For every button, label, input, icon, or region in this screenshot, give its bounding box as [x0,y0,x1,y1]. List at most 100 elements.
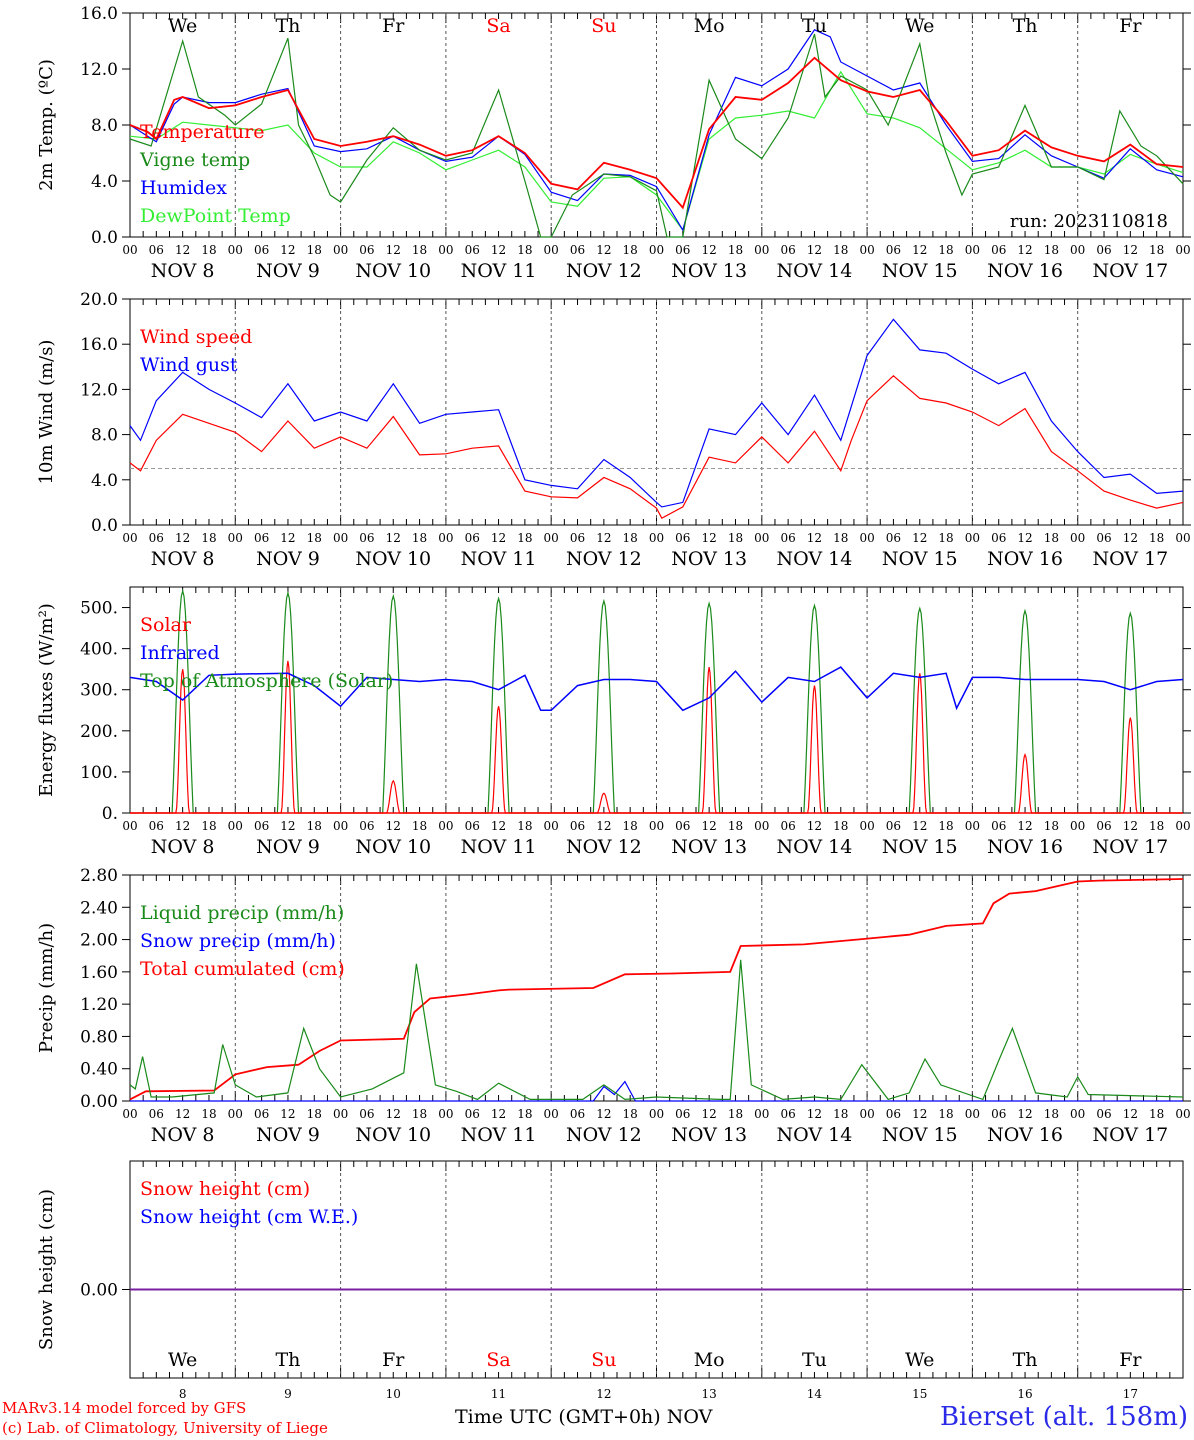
hour-tick-label: 18 [201,819,216,833]
date-label: NOV 17 [1092,260,1168,282]
date-label: NOV 13 [671,836,747,858]
toa-solar-line [445,596,552,814]
date-label: NOV 17 [1092,548,1168,570]
hour-tick-label: 00 [859,1107,874,1121]
hour-tick-label: 00 [649,531,664,545]
hour-tick-label: 12 [912,243,927,257]
hour-tick-label: 06 [886,531,901,545]
date-label: NOV 16 [987,548,1063,570]
y-tick-label: 0.0 [91,228,118,248]
date-label: NOV 12 [566,260,642,282]
hour-tick-label: 12 [175,243,190,257]
hour-tick-label: 00 [438,819,453,833]
hour-tick-label: 00 [544,1107,559,1121]
hour-tick-label: 06 [991,531,1006,545]
y-axis-title: 2m Temp. (ºC) [36,59,57,191]
date-label: NOV 11 [461,548,537,570]
hour-tick-label: 00 [649,1107,664,1121]
weekday-label: Su [591,1349,616,1371]
solar-line [445,706,552,814]
hour-tick-label: 18 [1044,243,1059,257]
hour-tick-label: 00 [965,819,980,833]
legend-entry: Total cumulated (cm) [140,958,345,980]
y-axis-2: 0. 100. 200. 300. 400. 500. Energy fluxes (W/m… [36,599,1191,824]
hour-tick-label: 12 [702,819,717,833]
hour-tick-label: 00 [754,1107,769,1121]
date-number: 10 [386,1387,401,1401]
y-tick-label: 2.80 [80,866,118,886]
y-tick-label: 16.0 [80,4,118,24]
station-name: Bierset (alt. 158m) [939,1402,1188,1432]
hour-tick-label: 00 [438,531,453,545]
date-label: NOV 11 [461,836,537,858]
hour-tick-label: 06 [675,531,690,545]
y-axis-1: 0.0 4.0 8.0 12.0 16.0 20.0 10m Wind (m/s) [36,290,1191,536]
hour-tick-label: 12 [1123,1107,1138,1121]
legend-entry: Top of Atmosphere (Solar) [140,670,393,692]
solar-line [551,792,657,814]
hour-tick-label: 00 [754,243,769,257]
y-tick-label: 12.0 [80,380,118,400]
hour-tick-label: 00 [122,531,137,545]
date-number: 17 [1123,1387,1138,1401]
date-label: NOV 14 [777,836,853,858]
hour-tick-label: 12 [1017,1107,1032,1121]
hour-tick-label: 06 [780,819,795,833]
legend-entry: Wind gust [140,354,238,376]
toa-solar-line [656,601,762,814]
panel-3-series [129,878,1184,1102]
hour-tick-label: 18 [1149,819,1164,833]
weekday-label: Fr [1119,1349,1142,1371]
y-tick-label: 300. [80,681,118,701]
hour-tick-label: 00 [754,819,769,833]
y-tick-label: 2.40 [80,898,118,918]
solar-line [235,660,341,814]
hour-tick-labels: 00 06 12 18 00 06 12 18 00 06 12 18 00 06 12 18 00 06 12 18… [122,1107,1190,1146]
hour-tick-label: 00 [1175,531,1190,545]
date-label: NOV 8 [151,260,215,282]
hour-tick-label: 12 [491,1107,506,1121]
hour-tick-label: 18 [938,531,953,545]
date-label: NOV 17 [1092,836,1168,858]
hour-tick-label: 12 [912,819,927,833]
weekday-label: We [168,15,197,37]
hour-tick-label: 00 [333,243,348,257]
hour-tick-label: 18 [938,243,953,257]
hour-tick-label: 06 [465,1107,480,1121]
hour-tick-label: 18 [201,1107,216,1121]
wind-gustline [129,318,1184,508]
date-label: NOV 13 [671,260,747,282]
hour-tick-label: 00 [228,819,243,833]
legend-0: Temperature Vigne temp Humidex DewPoint Tem… [139,121,291,227]
hour-tick-label: 06 [359,819,374,833]
weekday-labels: We Th Fr Sa Su Mo Tu We Th Fr [168,15,1142,37]
y-axis-title: Energy fluxes (W/m²) [36,603,57,797]
hour-tick-label: 00 [1175,1107,1190,1121]
hour-tick-label: 00 [1070,243,1085,257]
hour-tick-label: 00 [859,243,874,257]
vigne-templine [129,33,1184,238]
date-label: NOV 17 [1092,1124,1168,1146]
date-label: NOV 14 [777,548,853,570]
hour-tick-label: 12 [912,1107,927,1121]
panel-2-series [129,588,1184,814]
hour-tick-label: 06 [780,243,795,257]
hour-tick-label: 18 [623,243,638,257]
date-label: NOV 15 [882,836,958,858]
hour-tick-label: 00 [1070,819,1085,833]
hour-tick-label: 18 [412,531,427,545]
date-label: NOV 9 [256,260,320,282]
hour-tick-label: 12 [807,819,822,833]
hour-tick-label: 00 [859,819,874,833]
humidexline [129,29,1184,232]
hour-tick-label: 18 [307,243,322,257]
panel-4-frame [129,1160,1184,1379]
hour-tick-label: 12 [386,1107,401,1121]
y-tick-label: 0. [102,804,118,824]
legend-4: Snow height (cm) Snow height (cm W.E.) [140,1178,358,1228]
date-label: NOV 15 [882,548,958,570]
hour-tick-label: 12 [702,1107,717,1121]
toa-solar-line [1077,611,1183,814]
date-label: NOV 13 [671,548,747,570]
legend-2: Solar Infrared Top of Atmosphere (Solar) [140,614,393,692]
